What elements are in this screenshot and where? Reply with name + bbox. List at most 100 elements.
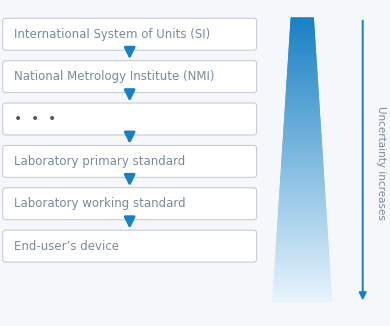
- Polygon shape: [284, 134, 321, 135]
- Polygon shape: [284, 131, 321, 132]
- Polygon shape: [278, 227, 327, 228]
- Polygon shape: [284, 137, 321, 138]
- Polygon shape: [275, 271, 330, 272]
- Polygon shape: [277, 247, 328, 248]
- Polygon shape: [275, 273, 330, 274]
- Polygon shape: [279, 208, 326, 209]
- Polygon shape: [281, 178, 324, 179]
- Polygon shape: [274, 290, 331, 291]
- Polygon shape: [284, 126, 320, 127]
- Polygon shape: [289, 48, 315, 49]
- Polygon shape: [291, 28, 314, 29]
- Polygon shape: [281, 175, 323, 176]
- Polygon shape: [279, 204, 325, 205]
- Polygon shape: [291, 31, 314, 32]
- FancyBboxPatch shape: [3, 188, 257, 220]
- Polygon shape: [280, 193, 324, 194]
- Polygon shape: [285, 106, 319, 107]
- Polygon shape: [280, 199, 325, 200]
- Polygon shape: [285, 105, 319, 106]
- Polygon shape: [276, 257, 329, 258]
- Polygon shape: [280, 196, 325, 197]
- Text: National Metrology Institute (NMI): National Metrology Institute (NMI): [14, 70, 215, 83]
- Polygon shape: [275, 266, 329, 267]
- Polygon shape: [286, 96, 318, 97]
- Polygon shape: [276, 255, 328, 256]
- Polygon shape: [279, 201, 325, 202]
- Polygon shape: [287, 81, 317, 82]
- Polygon shape: [288, 62, 316, 63]
- Polygon shape: [285, 109, 319, 110]
- Polygon shape: [291, 21, 314, 22]
- Polygon shape: [287, 83, 317, 84]
- Polygon shape: [291, 30, 314, 31]
- Polygon shape: [284, 138, 321, 139]
- Polygon shape: [284, 129, 321, 130]
- Polygon shape: [274, 284, 330, 285]
- Polygon shape: [288, 74, 317, 75]
- Polygon shape: [281, 176, 323, 177]
- Polygon shape: [290, 36, 314, 37]
- Polygon shape: [283, 143, 321, 144]
- Polygon shape: [286, 95, 318, 96]
- Polygon shape: [284, 136, 321, 137]
- Polygon shape: [291, 27, 314, 28]
- Polygon shape: [287, 89, 318, 90]
- Polygon shape: [290, 32, 314, 33]
- Polygon shape: [291, 26, 314, 27]
- Polygon shape: [288, 72, 317, 73]
- Polygon shape: [291, 22, 314, 23]
- Polygon shape: [282, 165, 323, 166]
- Polygon shape: [284, 123, 320, 124]
- Polygon shape: [284, 124, 320, 125]
- Text: International System of Units (SI): International System of Units (SI): [14, 28, 211, 41]
- Polygon shape: [278, 221, 326, 222]
- Polygon shape: [273, 293, 331, 294]
- Text: End-user’s device: End-user’s device: [14, 240, 119, 253]
- Polygon shape: [276, 253, 328, 254]
- Polygon shape: [275, 264, 329, 265]
- Polygon shape: [287, 82, 317, 83]
- Polygon shape: [277, 232, 327, 233]
- Polygon shape: [280, 191, 324, 192]
- Polygon shape: [286, 93, 318, 94]
- Polygon shape: [285, 112, 319, 113]
- Polygon shape: [285, 116, 319, 117]
- Polygon shape: [284, 128, 320, 129]
- Text: Laboratory working standard: Laboratory working standard: [14, 197, 186, 210]
- Polygon shape: [289, 52, 316, 53]
- Polygon shape: [287, 88, 318, 89]
- Polygon shape: [285, 122, 320, 123]
- Polygon shape: [277, 242, 328, 243]
- Polygon shape: [286, 104, 319, 105]
- Polygon shape: [278, 228, 327, 229]
- Polygon shape: [287, 92, 318, 93]
- Polygon shape: [287, 77, 317, 78]
- Polygon shape: [276, 252, 328, 253]
- Polygon shape: [275, 279, 330, 280]
- Polygon shape: [283, 149, 322, 150]
- Polygon shape: [277, 244, 328, 245]
- Polygon shape: [287, 79, 317, 80]
- Polygon shape: [278, 219, 326, 220]
- Polygon shape: [286, 94, 318, 95]
- Polygon shape: [291, 23, 314, 24]
- Polygon shape: [280, 186, 324, 187]
- Polygon shape: [290, 38, 314, 39]
- Polygon shape: [277, 231, 327, 232]
- Polygon shape: [291, 29, 314, 30]
- Polygon shape: [275, 262, 329, 263]
- Polygon shape: [288, 63, 316, 64]
- Polygon shape: [274, 283, 330, 284]
- Polygon shape: [289, 47, 315, 48]
- Polygon shape: [275, 277, 330, 278]
- Polygon shape: [287, 91, 318, 92]
- Polygon shape: [288, 73, 317, 74]
- Polygon shape: [281, 179, 324, 180]
- FancyBboxPatch shape: [3, 61, 257, 93]
- Polygon shape: [282, 159, 322, 160]
- Polygon shape: [275, 269, 330, 270]
- Polygon shape: [289, 44, 315, 45]
- Polygon shape: [290, 33, 314, 34]
- Polygon shape: [273, 296, 331, 297]
